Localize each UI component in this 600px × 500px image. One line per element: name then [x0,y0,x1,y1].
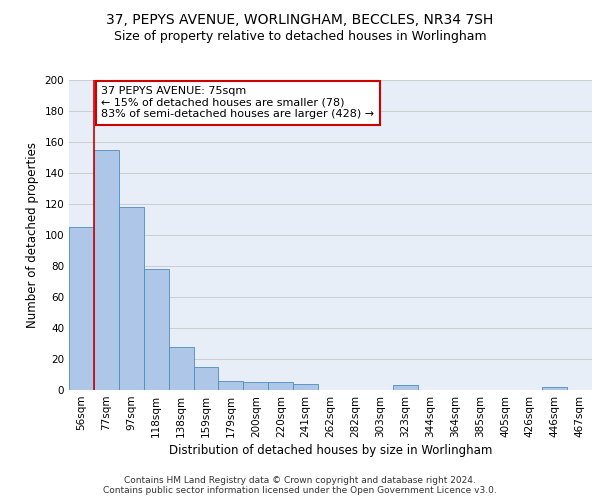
Bar [144,269,169,390]
Y-axis label: Number of detached properties: Number of detached properties [26,142,39,328]
Text: 37, PEPYS AVENUE, WORLINGHAM, BECCLES, NR34 7SH: 37, PEPYS AVENUE, WORLINGHAM, BECCLES, N… [106,12,494,26]
Bar [119,207,144,390]
X-axis label: Distribution of detached houses by size in Worlingham: Distribution of detached houses by size … [169,444,492,457]
Bar [244,382,268,390]
Bar [293,384,318,390]
Bar [268,382,293,390]
Bar [169,346,194,390]
Bar [194,367,218,390]
Text: 37 PEPYS AVENUE: 75sqm
← 15% of detached houses are smaller (78)
83% of semi-det: 37 PEPYS AVENUE: 75sqm ← 15% of detached… [101,86,374,120]
Bar [69,227,94,390]
Bar [94,150,119,390]
Bar [542,387,567,390]
Text: Contains HM Land Registry data © Crown copyright and database right 2024.
Contai: Contains HM Land Registry data © Crown c… [103,476,497,495]
Bar [393,386,418,390]
Text: Size of property relative to detached houses in Worlingham: Size of property relative to detached ho… [113,30,487,43]
Bar [218,380,244,390]
